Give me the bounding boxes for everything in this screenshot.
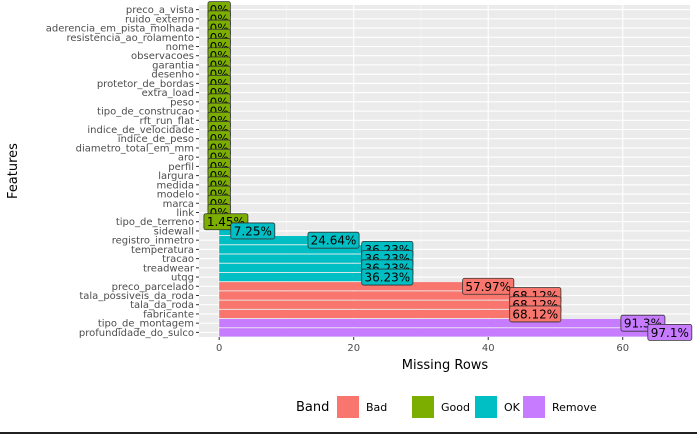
data-label-sidewall: 7.25% <box>230 222 276 240</box>
y-tick-label: diametro_total_em_mm <box>76 143 194 154</box>
bar-treadwear <box>219 263 388 272</box>
data-label-text: 7.25% <box>234 224 272 238</box>
y-tick-label: marca <box>163 199 194 210</box>
y-tick-label: tipo_de_montagem <box>98 319 194 330</box>
y-tick-label: perfil <box>168 162 194 173</box>
y-tick-label: protetor_de_bordas <box>97 79 194 90</box>
data-label-profundidade_do_sulco: 97.1% <box>647 323 693 341</box>
y-tick-label: preco_parcelado <box>112 282 194 293</box>
y-tick-label: utqg <box>171 273 194 284</box>
legend-label-bad: Bad <box>366 401 387 414</box>
data-label-box <box>230 222 276 240</box>
y-tick-label: treadwear <box>143 263 195 274</box>
data-label-text: 24.64% <box>311 234 357 248</box>
legend-key-good <box>412 396 434 418</box>
legend-key-remove <box>523 396 545 418</box>
data-labels-layer: 0%0%0%0%0%0%0%0%0%0%0%0%0%0%0%0%0%0%0%0%… <box>203 1 693 341</box>
data-label-text: 97.1% <box>651 326 689 340</box>
data-label-box <box>647 323 693 341</box>
y-tick-label: medida <box>157 180 195 191</box>
y-tick-label: tala_possiveis_da_roda <box>79 291 194 302</box>
data-label-box <box>307 231 360 249</box>
legend: Band Bad Good OK Remove <box>296 396 597 418</box>
y-tick-labels: preco_a_vistaruido_externoaderencia_em_p… <box>46 5 199 339</box>
plot-panel <box>199 5 690 337</box>
x-ticks: 0 20 40 60 <box>216 337 629 354</box>
data-label-text: 36.23% <box>364 271 410 285</box>
bar-preco_parcelado <box>219 282 489 291</box>
y-tick-label: aro <box>178 153 194 164</box>
data-label-text: 68.12% <box>512 307 558 321</box>
y-tick-label: temperatura <box>131 245 194 256</box>
y-axis-title: Features <box>6 143 21 199</box>
y-tick-label: rft_run_flat <box>139 116 194 127</box>
legend-label-good: Good <box>441 401 470 414</box>
legend-label-ok: OK <box>504 401 521 414</box>
bar-fabricante <box>219 309 536 319</box>
legend-label-remove: Remove <box>552 401 597 414</box>
x-axis-title: Missing Rows <box>402 358 489 373</box>
bar-tala_possiveis_da_roda <box>219 291 536 300</box>
y-tick-label: sidewall <box>154 226 194 237</box>
data-label-box <box>361 268 414 286</box>
y-tick-label: largura <box>158 171 194 182</box>
x-tick-label: 20 <box>347 343 360 354</box>
y-tick-label: registro_inmetro <box>112 236 194 247</box>
data-label-text: 57.97% <box>465 280 511 294</box>
data-label-registro_inmetro: 24.64% <box>307 231 360 249</box>
bar-temperatura <box>219 245 388 254</box>
x-tick-label: 60 <box>616 343 629 354</box>
data-label-fabricante: 68.12% <box>509 305 562 323</box>
bar-utqg <box>219 272 388 282</box>
y-tick-label: resistencia_ao_rolamento <box>67 33 195 44</box>
y-tick-label: aderencia_em_pista_molhada <box>46 24 194 35</box>
y-tick-label: nome <box>166 42 194 53</box>
data-label-box <box>509 305 562 323</box>
y-tick-label: peso <box>170 97 194 108</box>
legend-key-ok <box>475 396 497 418</box>
bar-profundidade_do_sulco <box>219 328 670 337</box>
data-label-utqg: 36.23% <box>361 268 414 286</box>
y-tick-label: profundidade_do_sulco <box>79 328 194 339</box>
y-tick-label: link <box>176 208 194 219</box>
bottom-divider <box>0 432 697 434</box>
y-tick-label: modelo <box>157 190 194 201</box>
y-tick-label: extra_load <box>142 88 194 99</box>
bar-tipo_de_montagem <box>219 319 643 328</box>
data-label-box <box>462 277 515 295</box>
y-tick-label: preco_a_vista <box>126 5 194 16</box>
legend-title: Band <box>296 400 329 415</box>
y-tick-label: desenho <box>151 70 194 81</box>
bar-tala_da_roda <box>219 300 536 309</box>
y-tick-label: indice_de_peso <box>118 134 194 145</box>
y-tick-label: indice_de_velocidade <box>87 125 194 136</box>
bar-registro_inmetro <box>219 236 334 245</box>
y-tick-label: observacoes <box>131 51 194 62</box>
x-tick-label: 0 <box>216 343 222 354</box>
y-tick-label: tala_da_roda <box>130 300 194 311</box>
x-tick-label: 40 <box>482 343 495 354</box>
bars-layer <box>219 5 670 337</box>
bar-tracao <box>219 254 388 263</box>
y-tick-label: tipo_de_construcao <box>97 107 194 118</box>
y-tick-label: garantia <box>152 60 194 71</box>
data-label-preco_parcelado: 57.97% <box>462 277 515 295</box>
y-tick-label: tracao <box>162 254 194 265</box>
y-tick-label: tipo_de_terreno <box>116 217 194 228</box>
legend-key-bad <box>337 396 359 418</box>
y-tick-label: fabricante <box>143 309 194 320</box>
y-tick-label: ruido_externo <box>125 14 194 25</box>
